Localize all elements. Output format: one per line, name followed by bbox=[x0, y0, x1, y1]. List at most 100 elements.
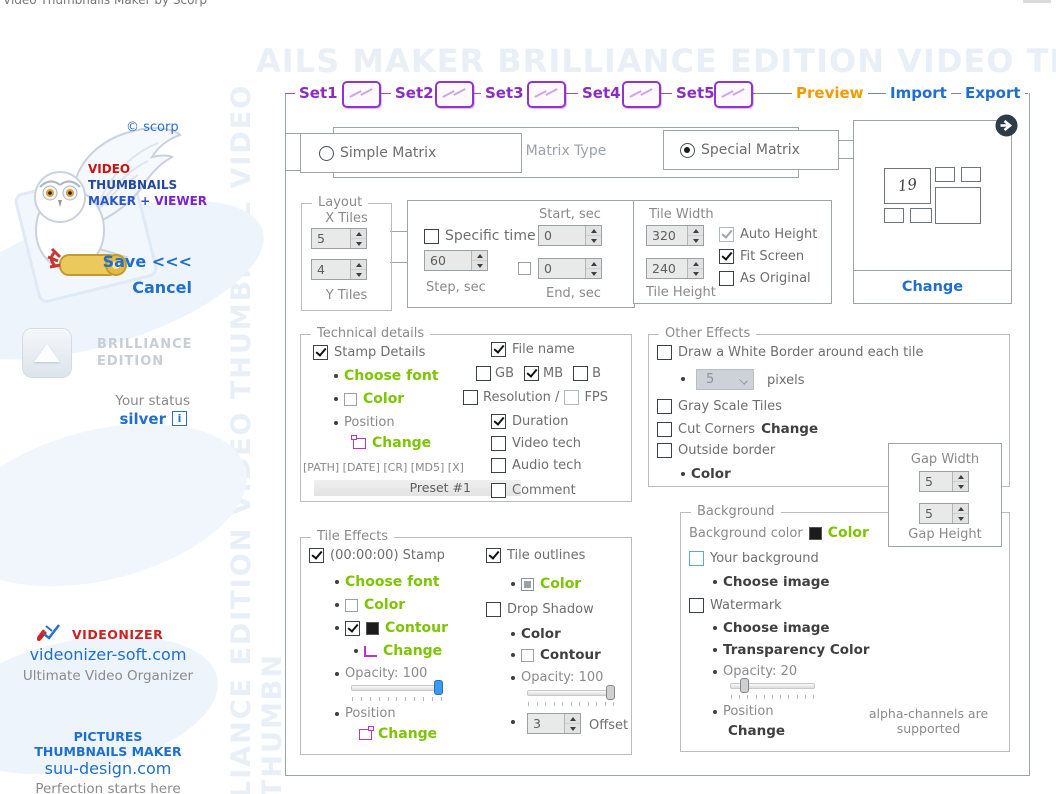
your-background-checkbox[interactable] bbox=[689, 551, 704, 566]
shadow-opacity-slider-thumb[interactable] bbox=[606, 685, 615, 700]
tile-height-arrows[interactable] bbox=[687, 259, 703, 278]
tile-height-stepper[interactable]: 240 bbox=[646, 258, 704, 279]
border-pixels-dropdown[interactable]: 5 bbox=[696, 369, 754, 390]
as-original-checkbox[interactable] bbox=[719, 271, 734, 286]
suu-design-site-link[interactable]: suu-design.com bbox=[44, 759, 172, 778]
duration-checkbox[interactable] bbox=[491, 414, 506, 429]
stamp-opacity-slider-thumb[interactable] bbox=[434, 680, 443, 695]
x-tiles-arrows[interactable] bbox=[350, 229, 366, 248]
outside-border-color-link[interactable]: Color bbox=[691, 466, 731, 482]
stamp-opacity-slider[interactable] bbox=[351, 680, 443, 702]
b-checkbox[interactable] bbox=[573, 366, 589, 381]
tab-set5-glass-icon[interactable] bbox=[714, 81, 753, 108]
tile-width-arrows[interactable] bbox=[687, 226, 703, 245]
tab-set2-glass-icon[interactable] bbox=[435, 81, 474, 108]
mb-checkbox[interactable] bbox=[524, 366, 539, 381]
outline-color-link[interactable]: Color bbox=[540, 576, 582, 592]
tab-set4[interactable]: Set4 bbox=[578, 82, 625, 104]
pictures-line1[interactable]: PICTURES bbox=[73, 729, 143, 744]
status-info-icon[interactable]: i bbox=[172, 411, 187, 426]
bg-choose-image-link[interactable]: Choose image bbox=[723, 574, 830, 590]
fit-screen-checkbox[interactable] bbox=[719, 249, 734, 264]
tab-set5[interactable]: Set5 bbox=[672, 82, 719, 104]
tile-outlines-checkbox[interactable] bbox=[486, 548, 501, 563]
step-sec-stepper[interactable]: 60 bbox=[424, 250, 488, 271]
audio-tech-checkbox[interactable] bbox=[491, 458, 506, 473]
videonizer-site-link[interactable]: videonizer-soft.com bbox=[29, 645, 187, 664]
specific-time-checkbox[interactable] bbox=[424, 228, 439, 244]
preset-bar[interactable]: Preset #1 bbox=[314, 480, 521, 496]
timestamp-checkbox[interactable] bbox=[309, 548, 324, 563]
gap-height-stepper[interactable]: 5 bbox=[919, 503, 969, 524]
gray-scale-checkbox[interactable] bbox=[657, 399, 672, 414]
gap-width-arrows[interactable] bbox=[952, 472, 968, 491]
tab-set2[interactable]: Set2 bbox=[391, 82, 438, 104]
cancel-button[interactable]: Cancel bbox=[132, 278, 192, 297]
contour-color-swatch[interactable] bbox=[366, 621, 379, 635]
shadow-offset-arrows[interactable] bbox=[564, 714, 580, 733]
y-tiles-arrows[interactable] bbox=[350, 260, 366, 279]
stamp-color-link[interactable]: Color bbox=[363, 391, 405, 407]
start-sec-arrows[interactable] bbox=[585, 226, 601, 245]
stamp-choose-font-link[interactable]: Choose font bbox=[345, 574, 440, 590]
stamp-color-swatch-checkbox[interactable] bbox=[345, 598, 358, 612]
tab-set3-glass-icon[interactable] bbox=[527, 81, 566, 108]
shadow-offset-stepper[interactable]: 3 bbox=[527, 713, 581, 734]
end-sec-arrows[interactable] bbox=[585, 259, 601, 278]
contour-checkbox[interactable] bbox=[345, 620, 360, 636]
auto-height-checkbox[interactable] bbox=[719, 227, 734, 242]
videonizer-name[interactable]: VIDEONIZER bbox=[72, 627, 164, 642]
resolution-checkbox[interactable] bbox=[463, 390, 478, 405]
comment-checkbox[interactable] bbox=[491, 483, 506, 498]
tab-import[interactable]: Import bbox=[886, 82, 951, 104]
tab-set4-glass-icon[interactable] bbox=[622, 81, 661, 108]
window-control-button[interactable] bbox=[1023, 0, 1051, 3]
contour-change-link[interactable]: Change bbox=[383, 643, 443, 659]
outside-border-checkbox[interactable] bbox=[657, 443, 672, 458]
white-border-checkbox[interactable] bbox=[657, 345, 672, 360]
gap-width-stepper[interactable]: 5 bbox=[919, 471, 969, 492]
tab-set1-glass-icon[interactable] bbox=[342, 81, 381, 108]
wm-position-change-link[interactable]: Change bbox=[728, 723, 786, 739]
tab-set1[interactable]: Set1 bbox=[295, 82, 342, 104]
transparency-color-link[interactable]: Transparency Color bbox=[723, 642, 870, 658]
end-sec-stepper[interactable]: 0 bbox=[538, 258, 602, 279]
fps-checkbox[interactable] bbox=[564, 390, 580, 405]
simple-matrix-radio[interactable] bbox=[319, 145, 334, 161]
tile-width-stepper[interactable]: 320 bbox=[646, 225, 704, 246]
wm-choose-image-link[interactable]: Choose image bbox=[723, 620, 830, 636]
next-arrow-button[interactable] bbox=[995, 114, 1018, 137]
tab-preview[interactable]: Preview bbox=[792, 82, 868, 104]
x-tiles-stepper[interactable]: 5 bbox=[311, 228, 367, 249]
y-tiles-stepper[interactable]: 4 bbox=[311, 259, 367, 280]
stamp-details-checkbox[interactable] bbox=[313, 345, 328, 360]
pictures-line2[interactable]: THUMBNAILS MAKER bbox=[34, 744, 182, 759]
stamp-position-change-link[interactable]: Change bbox=[372, 435, 432, 451]
watermark-checkbox[interactable] bbox=[689, 598, 704, 613]
video-tech-checkbox[interactable] bbox=[491, 436, 506, 451]
background-color-link[interactable]: Color bbox=[827, 525, 869, 541]
cut-corners-checkbox[interactable] bbox=[657, 421, 672, 437]
gap-height-arrows[interactable] bbox=[952, 504, 968, 523]
file-name-checkbox[interactable] bbox=[491, 342, 506, 357]
contour-link[interactable]: Contour bbox=[385, 620, 449, 636]
step-sec-arrows[interactable] bbox=[471, 251, 487, 270]
wm-opacity-slider-thumb[interactable] bbox=[740, 678, 750, 693]
shadow-contour-checkbox[interactable] bbox=[521, 648, 534, 662]
tab-set3[interactable]: Set3 bbox=[481, 82, 528, 104]
drop-shadow-checkbox[interactable] bbox=[486, 602, 501, 617]
special-matrix-option[interactable]: Special Matrix bbox=[663, 130, 839, 170]
gb-checkbox[interactable] bbox=[476, 366, 491, 381]
shadow-contour-link[interactable]: Contour bbox=[540, 647, 601, 663]
start-sec-stepper[interactable]: 0 bbox=[538, 225, 602, 246]
outline-color-swatch[interactable] bbox=[521, 577, 534, 591]
stamp-position-change-link2[interactable]: Change bbox=[378, 726, 438, 742]
choose-font-link[interactable]: Choose font bbox=[344, 368, 439, 384]
save-button[interactable]: Save <<< bbox=[102, 252, 192, 271]
background-color-swatch[interactable] bbox=[808, 526, 822, 540]
pattern-change-button[interactable]: Change bbox=[901, 279, 964, 295]
shadow-opacity-slider[interactable] bbox=[527, 685, 615, 707]
tab-export[interactable]: Export bbox=[961, 82, 1025, 104]
stamp-color-checkbox[interactable] bbox=[344, 392, 357, 406]
wm-opacity-slider[interactable] bbox=[730, 678, 815, 700]
